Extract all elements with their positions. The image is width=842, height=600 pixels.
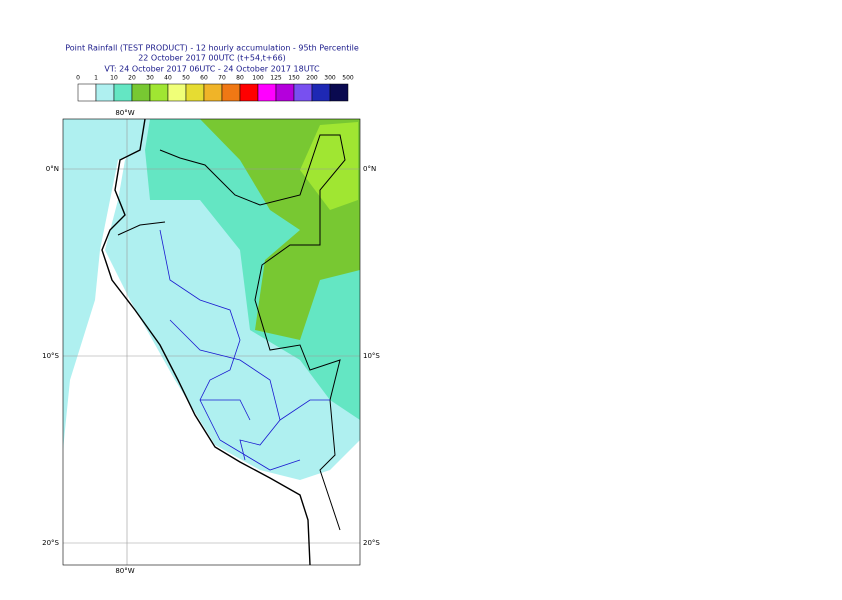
base-time: 22 October 2017 00UTC (t+54,t+66) [138,54,286,63]
legend-swatch [113,83,133,102]
longitude-label: 80°W [115,567,134,575]
latitude-label: 20°S [42,539,59,547]
coastline [101,118,311,566]
latitude-label: 0°N [46,165,59,173]
legend-label: 80 [236,75,244,82]
legend-swatch [275,83,295,102]
latitude-label: 10°S [363,352,380,360]
legend-swatch [257,83,277,102]
legend-label: 70 [218,75,226,82]
legend-label: 30 [146,75,154,82]
latitude-label: 10°S [42,352,59,360]
legend-label: 100 [252,75,264,82]
legend: 0 1 10 20 30 40 50 60 70 80 100 125 150 200 300 500 [76,75,354,102]
legend-swatch [77,83,97,102]
legend-swatch [329,83,349,102]
regions [159,229,330,471]
legend-label: 20 [128,75,136,82]
latitude-label: 20°S [363,539,380,547]
legend-swatch [311,83,331,102]
legend-swatch [293,83,313,102]
legend-swatch [185,83,205,102]
legend-swatch [167,83,187,102]
valid-time: VT: 24 October 2017 06UTC - 24 October 2… [104,65,320,74]
legend-label: 60 [200,75,208,82]
legend-label: 0 [76,75,80,82]
graticule [63,119,360,565]
legend-swatch [221,83,241,102]
latitude-label: 0°N [363,165,376,173]
legend-label: 125 [270,75,282,82]
title: Point Rainfall (TEST PRODUCT) - 12 hourl… [65,44,359,53]
legend-label: 200 [306,75,318,82]
land-rain-lime [300,122,358,210]
borders [117,134,346,531]
legend-label: 300 [324,75,336,82]
legend-swatch [203,83,223,102]
legend-label: 50 [182,75,190,82]
map-frame [62,118,361,566]
longitude-label: 80°W [115,109,134,117]
legend-swatch [239,83,259,102]
legend-swatch [95,83,115,102]
legend-label: 150 [288,75,300,82]
legend-label: 1 [94,75,98,82]
map: 80°W 80°W 0°N 10°S 20°S 0°N 10°S 20°S [42,109,380,575]
legend-label: 40 [164,75,172,82]
legend-swatch [149,83,169,102]
legend-label: 10 [110,75,118,82]
legend-swatch [131,83,151,102]
ocean-rain [63,119,150,450]
legend-label: 500 [342,75,354,82]
